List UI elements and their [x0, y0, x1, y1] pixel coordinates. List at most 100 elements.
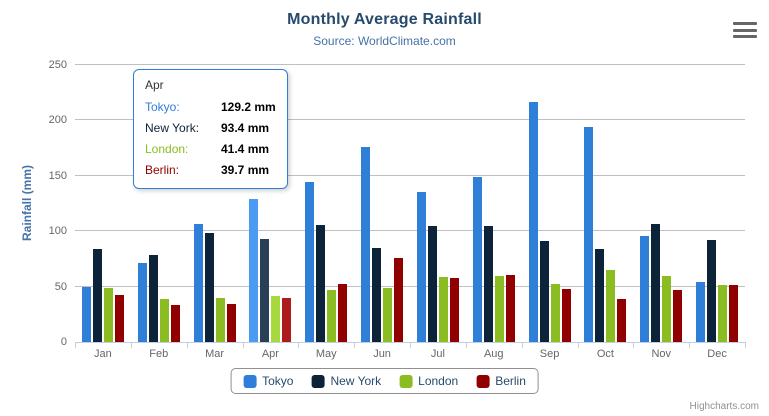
tooltip-series-value: 129.2 mm	[221, 100, 276, 114]
gridline	[75, 285, 745, 287]
bar-tokyo-feb[interactable]	[137, 263, 147, 342]
category-group-apr	[243, 65, 299, 342]
bar-berlin-oct[interactable]	[617, 299, 627, 342]
x-tick-label-feb: Feb	[149, 348, 169, 360]
bar-london-mar[interactable]	[215, 298, 225, 342]
x-tick-label-jan: Jan	[94, 348, 112, 360]
x-tick-label-jun: Jun	[373, 348, 391, 360]
x-axis-tick	[410, 342, 411, 348]
bar-tokyo-dec[interactable]	[696, 282, 706, 342]
bar-tokyo-may[interactable]	[305, 182, 315, 342]
bar-berlin-may[interactable]	[338, 284, 348, 342]
bar-london-jan[interactable]	[103, 288, 113, 342]
bar-london-sep[interactable]	[550, 284, 560, 342]
bar-tokyo-apr[interactable]	[249, 199, 259, 342]
legend-item-new-york[interactable]: New York	[311, 374, 381, 388]
bar-london-nov[interactable]	[662, 276, 672, 342]
legend-item-tokyo[interactable]: Tokyo	[243, 374, 293, 388]
bar-berlin-aug[interactable]	[505, 275, 515, 342]
bar-tokyo-jun[interactable]	[361, 147, 371, 342]
bar-new-york-nov[interactable]	[651, 224, 661, 342]
bar-london-oct[interactable]	[606, 270, 616, 342]
legend-swatch-icon	[476, 374, 490, 388]
bar-new-york-jun[interactable]	[372, 248, 382, 342]
bar-tokyo-oct[interactable]	[584, 127, 594, 342]
bar-berlin-nov[interactable]	[673, 290, 683, 342]
bar-berlin-mar[interactable]	[226, 304, 236, 342]
tooltip-rows: Tokyo: 129.2 mm New York: 93.4 mm London: 41.…	[145, 97, 276, 181]
bar-london-dec[interactable]	[718, 285, 728, 342]
legend: Tokyo New York London Berlin	[230, 368, 539, 394]
bar-new-york-may[interactable]	[316, 225, 326, 342]
tooltip-row: Berlin: 39.7 mm	[145, 160, 276, 181]
category-group-oct	[578, 65, 634, 342]
bar-new-york-mar[interactable]	[204, 233, 214, 342]
category-group-mar	[187, 65, 243, 342]
x-axis-tick	[689, 342, 690, 348]
tooltip-series-name: New York:	[145, 121, 200, 135]
y-tick-label: 250	[48, 59, 67, 71]
y-tick-label: 0	[60, 336, 67, 348]
gridline	[75, 174, 745, 176]
category-group-may	[298, 65, 354, 342]
bar-tokyo-jul[interactable]	[416, 192, 426, 342]
legend-label: Tokyo	[262, 374, 294, 388]
bar-new-york-feb[interactable]	[148, 255, 158, 342]
y-tick-label: 150	[48, 169, 67, 182]
tooltip-series-name: Berlin:	[145, 163, 180, 177]
hamburger-bar	[733, 28, 757, 32]
bar-london-aug[interactable]	[494, 276, 504, 342]
category-group-jun	[354, 65, 410, 342]
bar-new-york-aug[interactable]	[483, 226, 493, 342]
x-axis-tick	[522, 342, 523, 348]
category-group-feb	[131, 65, 187, 342]
x-tick-label-nov: Nov	[651, 348, 672, 360]
credits-link[interactable]: Highcharts.com	[689, 401, 759, 412]
bar-london-jun[interactable]	[383, 288, 393, 342]
bar-new-york-dec[interactable]	[707, 240, 717, 342]
bar-tokyo-nov[interactable]	[640, 236, 650, 342]
bar-berlin-feb[interactable]	[170, 305, 180, 342]
bar-berlin-sep[interactable]	[561, 289, 571, 342]
category-group-jul	[410, 65, 466, 342]
x-axis-tick	[187, 342, 188, 348]
legend-swatch-icon	[399, 374, 413, 388]
legend-item-london[interactable]: London	[399, 374, 458, 388]
tooltip-series-value: 93.4 mm	[221, 121, 270, 135]
hamburger-bar	[733, 22, 757, 25]
legend-swatch-icon	[311, 374, 325, 388]
category-group-sep	[522, 65, 578, 342]
bar-london-may[interactable]	[327, 290, 337, 342]
bar-berlin-apr[interactable]	[282, 298, 292, 342]
bar-new-york-jul[interactable]	[427, 226, 437, 342]
x-tick-label-sep: Sep	[539, 348, 560, 360]
hamburger-bar	[733, 35, 757, 38]
bar-tokyo-sep[interactable]	[528, 102, 538, 342]
legend-label: New York	[330, 374, 382, 388]
bar-berlin-jan[interactable]	[114, 295, 124, 342]
bar-london-jul[interactable]	[438, 277, 448, 342]
bar-london-apr[interactable]	[271, 296, 281, 342]
bar-tokyo-mar[interactable]	[193, 224, 203, 342]
bar-london-feb[interactable]	[159, 299, 169, 342]
bar-tokyo-jan[interactable]	[81, 287, 91, 342]
bar-new-york-apr[interactable]	[260, 239, 270, 342]
x-axis-tick	[633, 342, 634, 348]
y-tick-label: 50	[54, 280, 67, 293]
x-axis-tick	[131, 342, 132, 348]
x-axis-tick	[578, 342, 579, 348]
bar-new-york-sep[interactable]	[539, 241, 549, 342]
bar-tokyo-aug[interactable]	[472, 177, 482, 342]
bar-berlin-jun[interactable]	[394, 258, 404, 342]
hamburger-menu-icon[interactable]	[733, 22, 757, 38]
category-group-nov	[633, 65, 689, 342]
tooltip-header: Apr	[145, 78, 164, 92]
bar-berlin-jul[interactable]	[449, 278, 459, 342]
bar-new-york-jan[interactable]	[92, 249, 102, 342]
chart-title: Monthly Average Rainfall	[287, 11, 482, 28]
bar-berlin-dec[interactable]	[729, 285, 739, 342]
bar-new-york-oct[interactable]	[595, 249, 605, 342]
legend-item-berlin[interactable]: Berlin	[476, 374, 526, 388]
y-tick-label: 200	[48, 114, 67, 127]
